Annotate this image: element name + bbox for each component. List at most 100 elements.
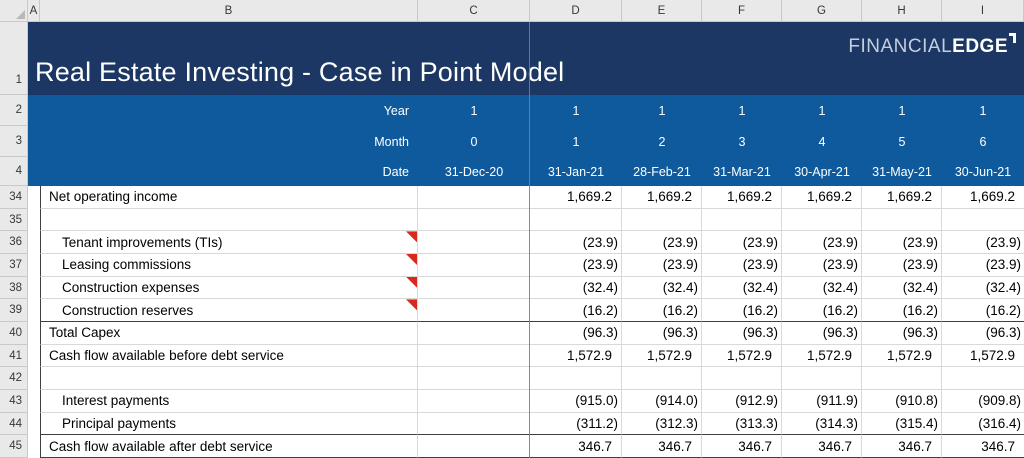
column-header-a[interactable]: A: [28, 0, 40, 22]
cell-g41[interactable]: 1,572.9: [782, 345, 862, 368]
cell-e40[interactable]: (96.3): [622, 322, 702, 345]
cell-h34[interactable]: 1,669.2: [862, 186, 942, 209]
cell-b36[interactable]: Tenant improvements (TIs): [40, 231, 418, 254]
cell-b38[interactable]: Construction expenses: [40, 277, 418, 300]
row-header-36[interactable]: 36: [0, 231, 28, 254]
column-header-g[interactable]: G: [782, 0, 862, 22]
cell-c41[interactable]: [418, 345, 530, 368]
cell-c4[interactable]: 31-Dec-20: [418, 157, 530, 186]
row-header-41[interactable]: 41: [0, 345, 28, 368]
cell-d3[interactable]: 1: [530, 126, 622, 157]
cell-c43[interactable]: [418, 390, 530, 413]
cell-g40[interactable]: (96.3): [782, 322, 862, 345]
row-header-4[interactable]: 4: [0, 157, 28, 186]
cell-f4[interactable]: 31-Mar-21: [702, 157, 782, 186]
column-header-b[interactable]: B: [40, 0, 418, 22]
cell-a39[interactable]: [28, 299, 40, 322]
cell-b39[interactable]: Construction reserves: [40, 299, 418, 322]
cell-h36[interactable]: (23.9): [862, 231, 942, 254]
cell-a41[interactable]: [28, 345, 40, 368]
cell-i3[interactable]: 6: [942, 126, 1024, 157]
cell-c35[interactable]: [418, 209, 530, 232]
row-header-35[interactable]: 35: [0, 209, 28, 232]
cell-b2[interactable]: Year: [40, 95, 418, 126]
cell-h4[interactable]: 31-May-21: [862, 157, 942, 186]
cell-b43[interactable]: Interest payments: [40, 390, 418, 413]
cell-e3[interactable]: 2: [622, 126, 702, 157]
cell-f34[interactable]: 1,669.2: [702, 186, 782, 209]
cell-a42[interactable]: [28, 367, 40, 390]
cell-b37[interactable]: Leasing commissions: [40, 254, 418, 277]
cell-f45[interactable]: 346.7: [702, 435, 782, 458]
cell-e34[interactable]: 1,669.2: [622, 186, 702, 209]
cell-b44[interactable]: Principal payments: [40, 413, 418, 436]
cell-e38[interactable]: (32.4): [622, 277, 702, 300]
cell-g36[interactable]: (23.9): [782, 231, 862, 254]
cell-c40[interactable]: [418, 322, 530, 345]
cell-f44[interactable]: (313.3): [702, 413, 782, 436]
cell-h37[interactable]: (23.9): [862, 254, 942, 277]
cell-e43[interactable]: (914.0): [622, 390, 702, 413]
row-header-40[interactable]: 40: [0, 322, 28, 345]
cell-d43[interactable]: (915.0): [530, 390, 622, 413]
cell-c3[interactable]: 0: [418, 126, 530, 157]
cell-f36[interactable]: (23.9): [702, 231, 782, 254]
cell-h3[interactable]: 5: [862, 126, 942, 157]
cell-b45[interactable]: Cash flow available after debt service: [40, 435, 418, 458]
cell-b41[interactable]: Cash flow available before debt service: [40, 345, 418, 368]
cell-i2[interactable]: 1: [942, 95, 1024, 126]
cell-g2[interactable]: 1: [782, 95, 862, 126]
cell-a34[interactable]: [28, 186, 40, 209]
cell-d36[interactable]: (23.9): [530, 231, 622, 254]
cell-e44[interactable]: (312.3): [622, 413, 702, 436]
cell-f41[interactable]: 1,572.9: [702, 345, 782, 368]
cell-a4[interactable]: [28, 157, 40, 186]
cell-b40[interactable]: Total Capex: [40, 322, 418, 345]
cell-a43[interactable]: [28, 390, 40, 413]
cell-a35[interactable]: [28, 209, 40, 232]
row-header-38[interactable]: 38: [0, 277, 28, 300]
cell-c39[interactable]: [418, 299, 530, 322]
cell-g44[interactable]: (314.3): [782, 413, 862, 436]
cell-f37[interactable]: (23.9): [702, 254, 782, 277]
cell-i34[interactable]: 1,669.2: [942, 186, 1024, 209]
cell-b34[interactable]: Net operating income: [40, 186, 418, 209]
cell-f43[interactable]: (912.9): [702, 390, 782, 413]
cell-i44[interactable]: (316.4): [942, 413, 1024, 436]
cell-h41[interactable]: 1,572.9: [862, 345, 942, 368]
cell-h43[interactable]: (910.8): [862, 390, 942, 413]
cell-f35[interactable]: [702, 209, 782, 232]
cell-h45[interactable]: 346.7: [862, 435, 942, 458]
cell-a40[interactable]: [28, 322, 40, 345]
cell-f2[interactable]: 1: [702, 95, 782, 126]
cell-h42[interactable]: [862, 367, 942, 390]
cell-i40[interactable]: (96.3): [942, 322, 1024, 345]
cell-g45[interactable]: 346.7: [782, 435, 862, 458]
cell-g35[interactable]: [782, 209, 862, 232]
cell-i41[interactable]: 1,572.9: [942, 345, 1024, 368]
cell-a2[interactable]: [28, 95, 40, 126]
cell-f38[interactable]: (32.4): [702, 277, 782, 300]
cell-e4[interactable]: 28-Feb-21: [622, 157, 702, 186]
cell-c36[interactable]: [418, 231, 530, 254]
cell-d38[interactable]: (32.4): [530, 277, 622, 300]
cell-h39[interactable]: (16.2): [862, 299, 942, 322]
cell-d41[interactable]: 1,572.9: [530, 345, 622, 368]
column-header-e[interactable]: E: [622, 0, 702, 22]
cell-g38[interactable]: (32.4): [782, 277, 862, 300]
cell-a36[interactable]: [28, 231, 40, 254]
cell-c42[interactable]: [418, 367, 530, 390]
cell-e41[interactable]: 1,572.9: [622, 345, 702, 368]
row-header-45[interactable]: 45: [0, 435, 28, 458]
cell-e35[interactable]: [622, 209, 702, 232]
cell-d40[interactable]: (96.3): [530, 322, 622, 345]
cell-f40[interactable]: (96.3): [702, 322, 782, 345]
cell-d45[interactable]: 346.7: [530, 435, 622, 458]
cell-i42[interactable]: [942, 367, 1024, 390]
cell-g42[interactable]: [782, 367, 862, 390]
cell-e37[interactable]: (23.9): [622, 254, 702, 277]
cell-c2[interactable]: 1: [418, 95, 530, 126]
cell-i37[interactable]: (23.9): [942, 254, 1024, 277]
cell-d39[interactable]: (16.2): [530, 299, 622, 322]
cell-f42[interactable]: [702, 367, 782, 390]
